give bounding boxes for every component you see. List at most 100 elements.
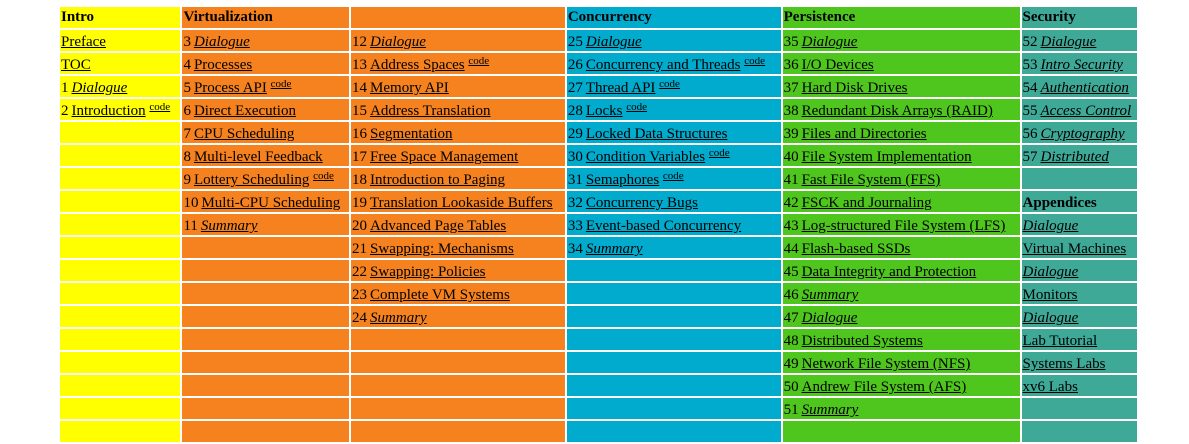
chapter-link[interactable]: Introduction to Paging <box>370 172 506 188</box>
header-virtualization-cont <box>351 7 565 28</box>
chapter-link[interactable]: Dialogue <box>585 34 642 50</box>
chapter-link[interactable]: Network File System (NFS) <box>801 356 971 372</box>
toc-cell: Lab Tutorial <box>1021 329 1137 350</box>
chapter-link[interactable]: Segmentation <box>370 126 453 142</box>
chapter-link[interactable]: Memory API <box>370 80 449 96</box>
chapter-number: 41 <box>783 172 799 188</box>
chapter-link[interactable]: Processes <box>193 57 253 73</box>
chapter-link[interactable]: CPU Scheduling <box>193 126 295 142</box>
code-link[interactable]: code <box>270 78 292 90</box>
chapter-link[interactable]: Semaphores <box>585 172 660 188</box>
chapter-number: 5 <box>183 80 191 96</box>
chapter-link[interactable]: Preface <box>61 34 106 50</box>
chapter-link[interactable]: Flash-based SSDs <box>801 241 911 257</box>
chapter-link[interactable]: Locked Data Structures <box>585 126 728 142</box>
chapter-link[interactable]: Fast File System (FFS) <box>801 172 941 188</box>
chapter-link[interactable]: Dialogue <box>1022 310 1079 326</box>
chapter-link[interactable]: Distributed <box>1040 149 1109 165</box>
chapter-link[interactable]: Summary <box>801 287 859 303</box>
toc-cell <box>1021 168 1137 189</box>
chapter-link[interactable]: xv6 Labs <box>1022 379 1078 395</box>
chapter-link[interactable]: Log-structured File System (LFS) <box>801 218 1006 234</box>
code-link[interactable]: code <box>313 170 334 182</box>
toc-cell: 44 Flash-based SSDs <box>782 237 1020 258</box>
chapter-link[interactable]: Concurrency Bugs <box>585 195 698 211</box>
chapter-link[interactable]: Data Integrity and Protection <box>801 264 977 280</box>
chapter-link[interactable]: Systems Labs <box>1022 356 1106 372</box>
chapter-number: 34 <box>567 241 583 257</box>
code-link[interactable]: code <box>744 55 766 67</box>
chapter-link[interactable]: Virtual Machines <box>1022 241 1127 257</box>
chapter-link[interactable]: I/O Devices <box>801 57 874 73</box>
chapter-link[interactable]: Process API <box>193 80 267 96</box>
chapter-link[interactable]: FSCK and Journaling <box>801 195 932 211</box>
chapter-link[interactable]: Dialogue <box>801 310 858 326</box>
chapter-link[interactable]: Lab Tutorial <box>1022 333 1098 349</box>
chapter-link[interactable]: Multi-CPU Scheduling <box>201 195 341 211</box>
chapter-link[interactable]: Summary <box>370 310 427 326</box>
chapter-link[interactable]: Dialogue <box>801 34 858 50</box>
chapter-link[interactable]: Thread API <box>585 80 656 96</box>
chapter-link[interactable]: Complete VM Systems <box>370 287 510 303</box>
chapter-link[interactable]: Summary <box>200 218 258 234</box>
chapter-link[interactable]: Intro Security <box>1040 57 1123 73</box>
chapter-link[interactable]: Summary <box>585 241 643 257</box>
code-superscript: code <box>626 101 647 113</box>
chapter-link[interactable]: Advanced Page Tables <box>370 218 507 234</box>
chapter-link[interactable]: Authentication <box>1040 80 1129 96</box>
chapter-number: 31 <box>567 172 583 188</box>
toc-cell: Dialogue <box>1021 260 1137 281</box>
chapter-link[interactable]: Hard Disk Drives <box>801 80 908 96</box>
toc-cell: 16 Segmentation <box>351 122 565 143</box>
chapter-link[interactable]: Lottery Scheduling <box>193 172 310 188</box>
chapter-link[interactable]: Monitors <box>1022 287 1078 303</box>
chapter-link[interactable]: Direct Execution <box>193 103 296 119</box>
toc-cell: 39 Files and Directories <box>782 122 1020 143</box>
chapter-link[interactable]: Event-based Concurrency <box>585 218 742 234</box>
code-link[interactable]: code <box>708 147 730 159</box>
toc-cell: 50 Andrew File System (AFS) <box>782 375 1020 396</box>
chapter-number: 52 <box>1022 34 1038 50</box>
toc-cell <box>566 352 781 373</box>
toc-cell: 28 Locks code <box>566 99 781 120</box>
chapter-link[interactable]: Distributed Systems <box>801 333 923 349</box>
chapter-link[interactable]: Files and Directories <box>801 126 927 142</box>
code-link[interactable]: code <box>662 170 684 182</box>
code-link[interactable]: code <box>659 78 680 90</box>
chapter-link[interactable]: Dialogue <box>370 34 426 50</box>
chapter-link[interactable]: Concurrency and Threads <box>585 57 741 73</box>
code-superscript: code <box>313 170 334 182</box>
chapter-link[interactable]: Andrew File System (AFS) <box>801 379 967 395</box>
chapter-link[interactable]: Dialogue <box>1040 34 1097 50</box>
toc-cell: 26 Concurrency and Threads code <box>566 53 781 74</box>
chapter-link[interactable]: Swapping: Mechanisms <box>370 241 514 257</box>
table-row: 24 Summary 47 Dialogue Dialogue <box>60 306 1137 327</box>
code-link[interactable]: code <box>149 101 171 113</box>
chapter-link[interactable]: Dialogue <box>193 34 250 50</box>
chapter-link[interactable]: Cryptography <box>1040 126 1125 142</box>
chapter-link[interactable]: Redundant Disk Arrays (RAID) <box>801 103 993 119</box>
chapter-link[interactable]: TOC <box>61 57 91 73</box>
chapter-link[interactable]: Condition Variables <box>585 149 706 165</box>
chapter-number: 44 <box>783 241 799 257</box>
table-row: 22 Swapping: Policies 45 Data Integrity and… <box>60 260 1137 281</box>
chapter-link[interactable]: Address Translation <box>370 103 491 119</box>
chapter-link[interactable]: Summary <box>801 402 859 418</box>
chapter-link[interactable]: Access Control <box>1040 103 1132 119</box>
chapter-link[interactable]: Dialogue <box>1022 218 1079 234</box>
chapter-link[interactable]: Translation Lookaside Buffers <box>370 195 553 211</box>
chapter-link[interactable]: Free Space Management <box>370 149 519 165</box>
chapter-link[interactable]: Dialogue <box>1022 264 1079 280</box>
chapter-link[interactable]: File System Implementation <box>801 149 972 165</box>
chapter-link[interactable]: Swapping: Policies <box>370 264 486 280</box>
chapter-link[interactable]: Dialogue <box>71 80 128 96</box>
chapter-link[interactable]: Introduction <box>71 103 146 119</box>
chapter-link[interactable]: Address Spaces <box>370 57 465 73</box>
chapter-link[interactable]: Locks <box>585 103 623 119</box>
code-link[interactable]: code <box>468 55 490 67</box>
chapter-number: 2 <box>61 103 69 119</box>
code-link[interactable]: code <box>626 101 648 113</box>
chapter-number: 50 <box>783 379 799 395</box>
chapter-link[interactable]: Multi-level Feedback <box>193 149 323 165</box>
toc-cell: 23 Complete VM Systems <box>351 283 565 304</box>
